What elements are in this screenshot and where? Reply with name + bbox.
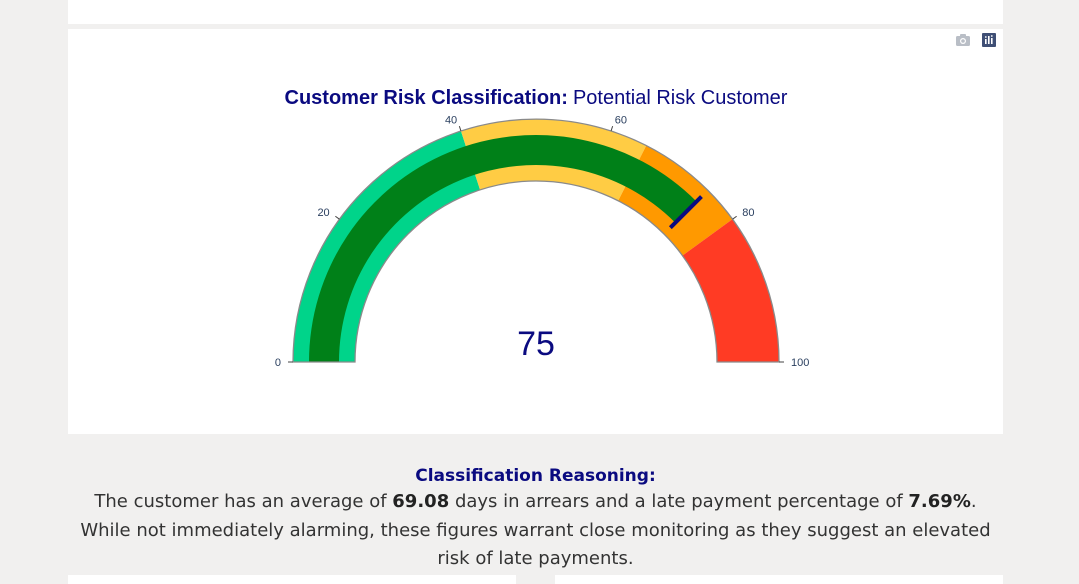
gauge-tick-80 (732, 215, 737, 220)
chart-title-classification: Potential Risk Customer (573, 87, 788, 109)
gauge-outline (292, 118, 780, 363)
gauge-tick-label: 0 (275, 357, 281, 369)
gauge-threshold-group (668, 195, 703, 230)
gauge-tick-60 (610, 125, 614, 132)
reasoning-text-part-1: The customer has an average of (94, 491, 393, 512)
next-card-left (68, 575, 516, 584)
next-card-right (555, 575, 1003, 584)
gauge-tick-label: 80 (742, 207, 754, 219)
reasoning-text-part-3: . While not immediately alarming, these … (80, 491, 991, 569)
plotly-logo-button[interactable] (981, 32, 997, 48)
gauge-card: Customer Risk Classification: Potential R… (68, 29, 1003, 434)
gauge-tick-label: 100 (791, 357, 809, 369)
gauge-threshold-line (668, 195, 703, 230)
reasoning-text-part-2: days in arrears and a late payment perce… (449, 491, 909, 512)
gauge-tick-40 (458, 125, 462, 132)
late-payment-percentage-value: 7.69% (908, 491, 971, 512)
gauge-tick-20 (335, 215, 340, 220)
classification-reasoning: Classification Reasoning: The customer h… (68, 464, 1003, 574)
reasoning-text: The customer has an average of 69.08 day… (68, 488, 1003, 574)
gauge-tick-label: 40 (445, 114, 457, 126)
camera-icon (956, 34, 970, 46)
download-png-button[interactable] (955, 32, 971, 48)
gauge-value: 75 (517, 325, 555, 363)
gauge-tick-label: 60 (615, 114, 627, 126)
gauge-bar-group (309, 134, 697, 362)
days-in-arrears-value: 69.08 (392, 491, 450, 512)
reasoning-heading: Classification Reasoning: (415, 466, 656, 486)
chart-title: Customer Risk Classification: Potential R… (285, 87, 788, 109)
plotly-logo-icon (982, 33, 996, 47)
chart-modebar (955, 32, 997, 48)
chart-title-bold: Customer Risk Classification: (285, 87, 568, 109)
previous-card (68, 0, 1003, 24)
gauge-value-bar (309, 134, 697, 362)
gauge-tick-label: 20 (317, 207, 329, 219)
gauge-border (292, 118, 780, 363)
gauge-chart: Customer Risk Classification: Potential R… (275, 87, 809, 369)
gauge-ticks: 0 20 40 60 80 100 (275, 114, 809, 369)
gauge-step-3 (682, 219, 779, 362)
